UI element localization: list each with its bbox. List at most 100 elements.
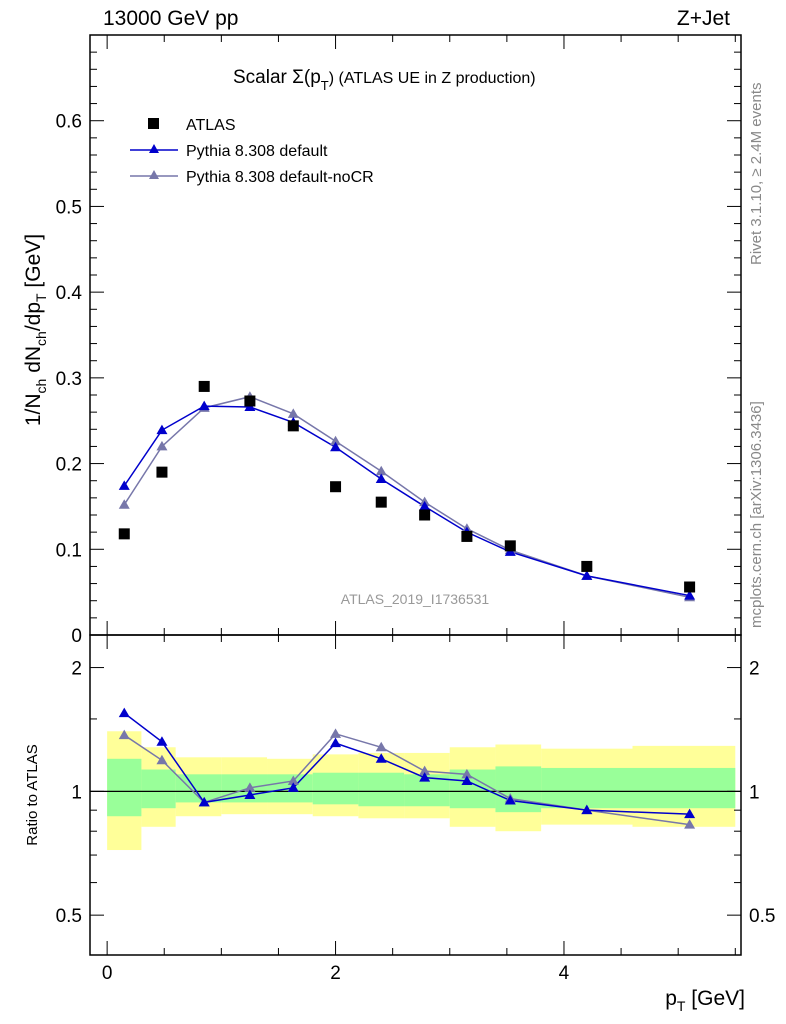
- point-nocr: [156, 440, 168, 451]
- ratio-y-tick-label-right: 2: [749, 659, 760, 680]
- ratio-y-tick-label-right: 1: [749, 782, 760, 803]
- band-inner-bin: [449, 769, 496, 809]
- point-default: [198, 400, 210, 411]
- point-atlas: [461, 530, 473, 542]
- y-axis-label: 1/Nch dNch/dpT [GeV]: [22, 234, 49, 426]
- point-nocr: [287, 408, 299, 418]
- main-y-tick-label: 0.3: [56, 369, 82, 390]
- point-atlas: [118, 528, 130, 540]
- ratio-y-label: Ratio to ATLAS: [24, 744, 41, 845]
- ratio-frame: [89, 634, 742, 956]
- legend-marker-atlas: [148, 118, 159, 129]
- main-y-tick-label: 0.6: [56, 112, 82, 133]
- legend: ATLAS Pythia 8.308 default Pythia 8.308 …: [130, 117, 374, 186]
- point-atlas: [504, 540, 516, 552]
- x-tick-label: 0: [102, 963, 113, 984]
- point-atlas: [156, 466, 168, 478]
- ratio-point-nocr: [461, 768, 473, 779]
- ratio-point-default: [419, 772, 431, 782]
- point-default: [118, 480, 130, 490]
- point-atlas: [684, 581, 696, 593]
- ratio-point-nocr: [287, 775, 299, 785]
- legend-marker-nocr: [149, 170, 159, 179]
- header-left: 13000 GeV pp: [103, 7, 238, 30]
- rivet-label: Rivet 3.1.10, ≥ 2.4M events: [748, 83, 765, 266]
- band-inner-bin: [358, 772, 405, 807]
- x-axis-label: pT [GeV]: [665, 987, 745, 1014]
- ratio-point-default: [287, 782, 299, 792]
- ratio-point-nocr: [330, 728, 342, 738]
- band-inner-bin: [141, 769, 176, 809]
- ratio-point-nocr: [118, 729, 130, 740]
- point-default: [375, 473, 387, 483]
- ratio-point-default: [375, 753, 387, 763]
- ratio-point-default: [461, 775, 473, 785]
- ratio-point-default: [684, 808, 696, 819]
- legend-label-nocr: Pythia 8.308 default-noCR: [186, 169, 374, 186]
- legend-label-atlas: ATLAS: [186, 117, 236, 134]
- series-line-nocr: [123, 395, 690, 599]
- ratio-y-tick-label: 1: [71, 782, 82, 803]
- ratio-y-axis: 0.5 0.5 1 1 2 2: [56, 659, 776, 928]
- point-default: [330, 441, 342, 452]
- main-y-tick-label: 0.1: [56, 540, 82, 561]
- band-inner-bin: [495, 766, 542, 813]
- legend-marker-default: [149, 144, 159, 153]
- point-default: [581, 570, 593, 580]
- ratio-point-nocr: [156, 754, 168, 765]
- ratio-point-default: [504, 795, 516, 805]
- x-tick-label: 2: [330, 963, 341, 984]
- ratio-y-tick-label: 0.5: [56, 906, 82, 927]
- ratio-point-default: [244, 789, 256, 799]
- point-nocr: [330, 435, 342, 446]
- point-atlas: [581, 560, 593, 572]
- band-inner-bin: [175, 774, 222, 803]
- main-plot-area: [118, 380, 696, 602]
- point-atlas: [375, 496, 387, 508]
- point-atlas: [287, 420, 299, 432]
- point-default: [156, 424, 168, 435]
- ratio-point-nocr: [684, 819, 696, 829]
- ratio-point-nocr: [419, 765, 431, 776]
- main-x-ticks: [106, 35, 736, 635]
- point-atlas: [419, 509, 431, 521]
- ratio-line-nocr: [123, 732, 690, 826]
- ratio-panel: 0.5 0.5 1 1 2 2 0 2 4 Ratio to ATLAS: [24, 634, 776, 984]
- point-atlas: [198, 380, 210, 392]
- point-default: [684, 590, 696, 600]
- band-inner-bin: [107, 758, 142, 817]
- main-y-tick-label: 0.2: [56, 455, 82, 476]
- band-inner-bin: [312, 772, 359, 805]
- ratio-point-default: [156, 736, 168, 746]
- point-default: [419, 500, 431, 511]
- legend-label-default: Pythia 8.308 default: [186, 143, 328, 160]
- main-y-tick-label: 0.4: [56, 283, 83, 304]
- ratio-y-tick-label-right: 0.5: [749, 906, 775, 927]
- ratio-plot-area: [90, 707, 741, 851]
- ratio-point-default: [118, 707, 130, 718]
- ratio-x-axis: 0 2 4: [102, 635, 736, 984]
- point-nocr: [118, 499, 130, 509]
- ratio-point-default: [330, 737, 342, 748]
- header-right: Z+Jet: [677, 7, 730, 30]
- x-tick-label: 4: [559, 963, 570, 984]
- main-panel: 0 0.1 0.2 0.3 0.4 0.5 0.6 Scalar Σ(pT) (ATLAS …: [22, 34, 742, 647]
- point-atlas: [244, 395, 256, 407]
- mcplots-label: mcplots.cern.ch [arXiv:1306.3436]: [748, 401, 765, 628]
- ratio-y-tick-label: 2: [71, 659, 82, 680]
- watermark: ATLAS_2019_I1736531: [341, 591, 490, 607]
- band-inner-bin: [632, 767, 736, 809]
- chart-title: Scalar Σ(pT) (ATLAS UE in Z production): [233, 67, 536, 93]
- main-y-tick-label: 0.5: [56, 197, 82, 218]
- main-y-tick-label: 0: [71, 626, 82, 647]
- point-nocr: [375, 465, 387, 476]
- ratio-point-default: [581, 804, 593, 815]
- ratio-line-default: [123, 712, 690, 815]
- ratio-point-default: [198, 796, 210, 807]
- ratio-point-nocr: [244, 782, 256, 792]
- ratio-point-nocr: [375, 741, 387, 752]
- series-line-default: [123, 405, 690, 597]
- point-atlas: [330, 481, 342, 493]
- band-inner-bin: [541, 767, 633, 809]
